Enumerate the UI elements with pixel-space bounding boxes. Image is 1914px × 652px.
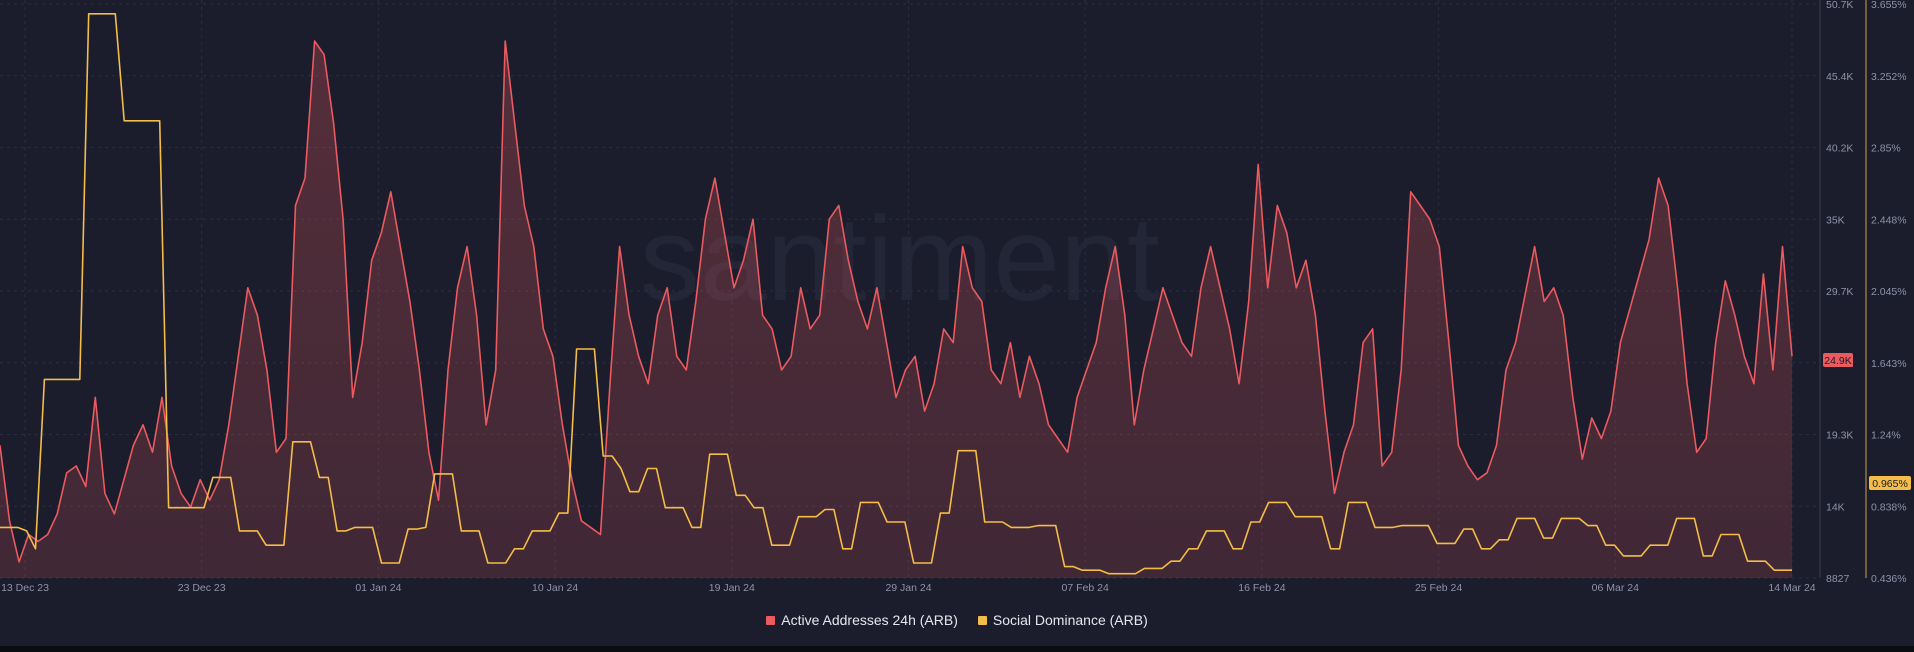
series-line-social-dominance [0,13,1792,575]
y-left-tick-label: 50.7K [1826,0,1853,11]
bottom-bar [0,646,1914,652]
active-current-label: 24.9K [1824,355,1851,367]
y-left-tick-label: 19.3K [1826,430,1853,442]
series-line-active-addresses [0,40,1793,563]
y-axis-right: 3.655% 3.252% 2.85% 2.448% 2.045% 1.643% 1.24%… [1871,0,1907,585]
y-right-tick-label: 2.85% [1871,143,1901,155]
x-axis: 13 Dec 23 23 Dec 23 01 Jan 24 10 Jan 24 19 J… [1,582,1816,594]
x-tick-label: 07 Feb 24 [1062,582,1109,594]
legend-swatch-active [766,615,776,625]
y-left-tick-label: 14K [1826,501,1845,513]
x-tick-label: 16 Feb 24 [1238,582,1285,594]
legend-label-active: Active Addresses 24h (ARB) [781,612,958,628]
x-tick-label: 23 Dec 23 [178,582,226,594]
legend-swatch-social [977,615,987,625]
y-left-tick-label: 40.2K [1826,143,1853,155]
active-current-badge [1823,353,1853,367]
series-area-active-addresses [0,41,1792,578]
y-right-tick-label: 1.643% [1871,358,1907,370]
y-right-tick-label: 0.838% [1871,501,1907,513]
y-left-tick-label: 29.7K [1826,286,1853,298]
y-right-tick-label: 2.448% [1871,214,1907,226]
y-right-tick-label: 2.045% [1871,286,1907,298]
x-tick-label: 13 Dec 23 [1,582,49,594]
x-tick-label: 29 Jan 24 [885,582,931,594]
legend-item-social[interactable]: Social Dominance (ARB) [977,612,1148,628]
y-right-tick-label: 0.436% [1871,573,1907,585]
y-right-tick-label: 3.252% [1871,71,1907,83]
x-tick-label: 14 Mar 24 [1768,582,1815,594]
x-tick-label: 19 Jan 24 [709,582,755,594]
y-right-tick-label: 1.24% [1871,430,1901,442]
y-left-tick-label: 35K [1826,214,1845,226]
legend: Active Addresses 24h (ARB) Social Domina… [0,612,1914,628]
social-current-label: 0.965% [1872,478,1908,490]
legend-item-active[interactable]: Active Addresses 24h (ARB) [766,612,958,628]
current-value-badges: 24.9K 0.965% [1823,353,1911,490]
y-left-tick-label: 45.4K [1826,71,1853,83]
social-current-badge [1869,476,1911,490]
legend-label-social: Social Dominance (ARB) [992,612,1148,628]
x-tick-label: 25 Feb 24 [1415,582,1462,594]
x-tick-label: 01 Jan 24 [355,582,401,594]
x-tick-label: 10 Jan 24 [532,582,578,594]
y-left-tick-label: 8827 [1826,573,1850,585]
x-tick-label: 06 Mar 24 [1592,582,1639,594]
series-layer [0,13,1793,578]
y-right-tick-label: 3.655% [1871,0,1907,11]
